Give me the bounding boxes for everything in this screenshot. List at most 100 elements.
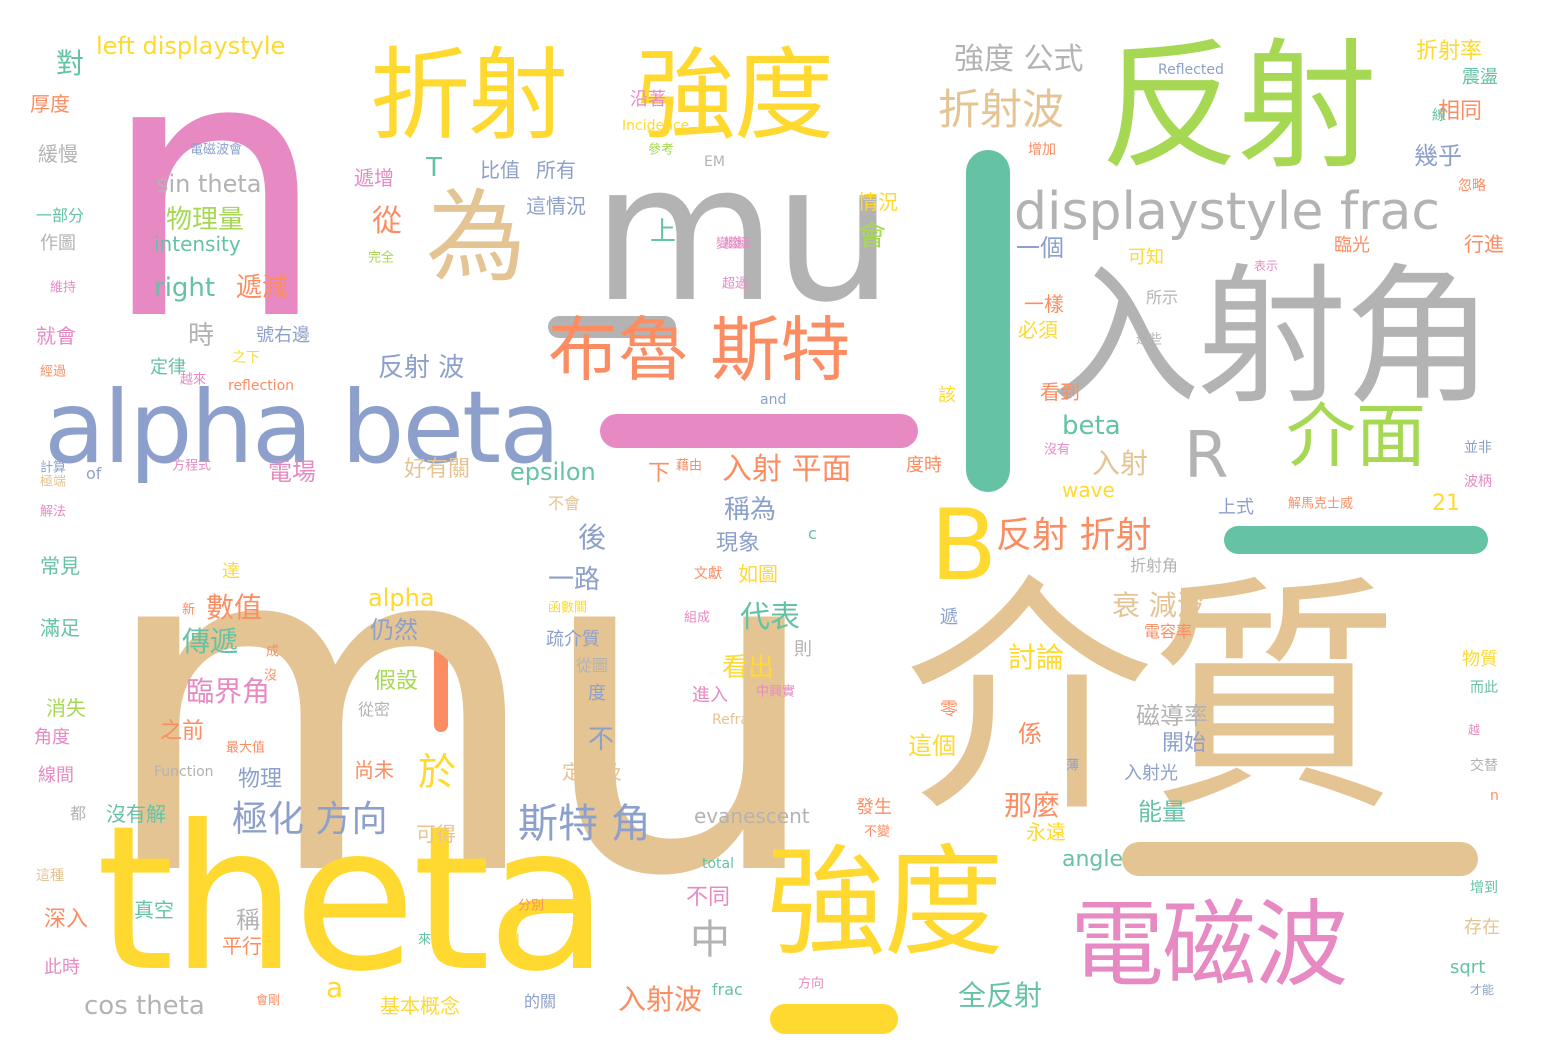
- word-146: 波柄: [1464, 474, 1492, 490]
- word-96: T: [426, 153, 442, 183]
- word-69: 厚度: [30, 92, 70, 116]
- word-127: reflection: [228, 378, 295, 394]
- word-72: 作圖: [40, 233, 76, 254]
- word-52: 那麼: [1004, 789, 1061, 822]
- stroke-gray-horizontal: [548, 316, 676, 338]
- word-83: 定義及: [562, 760, 622, 784]
- word-163: 不變: [864, 824, 891, 840]
- word-185: 號右邊: [256, 325, 310, 346]
- word-14: B: [930, 489, 997, 603]
- word-188: 完全: [368, 250, 395, 266]
- word-161: 度: [588, 683, 606, 704]
- word-132: EM: [704, 154, 725, 170]
- word-108: 一樣: [1024, 292, 1064, 316]
- word-6: 入射角: [1050, 251, 1494, 425]
- word-5: 反射: [1100, 26, 1377, 189]
- word-147: 解馬克士威: [1288, 496, 1354, 512]
- word-177: 才能: [1470, 983, 1495, 997]
- word-139: 忽略: [1458, 178, 1486, 194]
- word-156: 組成: [684, 610, 711, 626]
- word-195: 都: [70, 804, 87, 823]
- word-174: 的關: [524, 992, 557, 1011]
- word-135: 電磁波會: [190, 142, 243, 158]
- word-101: 後: [578, 521, 607, 554]
- word-138: 增加: [1028, 142, 1056, 158]
- word-58: 相同: [1438, 99, 1483, 124]
- word-86: 所有: [536, 158, 576, 182]
- word-179: 越: [1468, 723, 1481, 737]
- word-130: of: [86, 464, 102, 483]
- word-158: 中興實: [756, 684, 796, 700]
- word-45: 如圖: [738, 562, 778, 586]
- word-119: 入射光: [1124, 763, 1178, 784]
- word-142: 這些: [1136, 332, 1163, 348]
- word-3: 介質: [904, 554, 1399, 845]
- word-49: 看出: [722, 653, 775, 683]
- word-131: and: [760, 392, 787, 408]
- word-143: 藉由: [676, 458, 703, 474]
- word-134: n: [1490, 788, 1499, 804]
- word-167: 達: [222, 561, 240, 582]
- word-47: 仍然: [370, 616, 418, 644]
- word-68: 常見: [40, 554, 80, 578]
- word-170: 沒: [264, 668, 278, 684]
- word-76: 基本概念: [380, 994, 460, 1018]
- word-172: 來: [418, 932, 432, 948]
- stroke-orange-vertical: [434, 646, 448, 732]
- word-70: 緩慢: [38, 142, 78, 166]
- word-122: 電容率: [1144, 622, 1193, 641]
- word-10: 電磁波: [1070, 891, 1348, 1000]
- word-43: 稱為: [724, 495, 777, 525]
- word-160: 遞: [940, 607, 958, 628]
- word-1: mu: [96, 442, 826, 977]
- word-66: 角度: [34, 727, 70, 748]
- word-78: 平行: [222, 934, 262, 958]
- word-144: 沒有: [1044, 442, 1071, 458]
- word-186: 之下: [232, 350, 260, 366]
- word-20: 反射 折射: [996, 515, 1152, 556]
- word-40: cos theta: [84, 991, 205, 1021]
- word-41: beta: [1062, 411, 1121, 441]
- word-124: Incidence: [622, 118, 690, 134]
- word-153: 疏介質: [546, 629, 600, 650]
- word-118: 永遠: [1026, 820, 1066, 844]
- word-12: 為: [426, 179, 526, 296]
- word-57: 幾乎: [1414, 142, 1462, 170]
- word-84: 不同: [686, 885, 731, 910]
- word-192: 計算: [40, 460, 67, 476]
- word-87: 遞增: [354, 166, 394, 190]
- word-196: 這種: [36, 868, 64, 884]
- word-17: R: [1184, 419, 1229, 493]
- word-110: 可知: [1128, 247, 1164, 268]
- word-117: 增到: [1470, 880, 1498, 896]
- word-193: 極端: [40, 474, 67, 490]
- word-19: 強度 公式: [954, 42, 1084, 77]
- word-59: 折射率: [1416, 39, 1483, 64]
- word-29: right: [154, 273, 216, 303]
- word-31: 反射 波: [378, 353, 465, 383]
- word-24: 入射 平面: [722, 452, 852, 487]
- word-53: 這個: [908, 732, 956, 760]
- word-157: 進入: [692, 685, 728, 706]
- word-18: 折射波: [938, 85, 1065, 134]
- word-109: 看到: [1040, 380, 1080, 404]
- word-7: 強度: [766, 834, 1004, 973]
- word-154: 從圖: [576, 656, 609, 675]
- word-178: 交替: [1470, 758, 1498, 774]
- word-38: 全反射: [958, 979, 1043, 1012]
- word-155: 則: [794, 639, 812, 660]
- word-164: 從密: [358, 700, 391, 719]
- word-166: 方程式: [172, 458, 212, 474]
- word-128: total: [702, 856, 735, 872]
- word-176: 會剛: [256, 993, 281, 1007]
- word-21: 斯特 角: [518, 801, 651, 847]
- word-15: displaystyle frac: [1014, 182, 1441, 242]
- word-190: 變淺: [716, 236, 743, 252]
- word-148: 度時: [906, 455, 942, 476]
- word-197: 線: [1432, 108, 1446, 124]
- word-46: alpha: [368, 584, 435, 612]
- word-0: n: [100, 0, 328, 399]
- word-27: sin theta: [156, 170, 262, 198]
- word-42: 入射: [1092, 447, 1149, 480]
- word-22: 極化 方向: [232, 799, 388, 840]
